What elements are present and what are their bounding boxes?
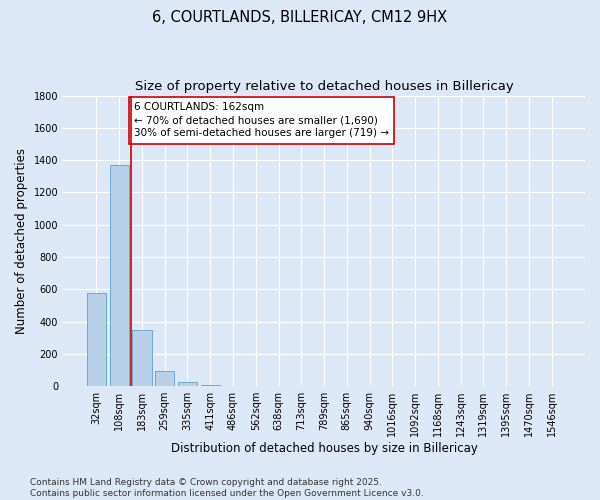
Bar: [110, 165, 129, 386]
Title: Size of property relative to detached houses in Billericay: Size of property relative to detached ho…: [134, 80, 514, 93]
Y-axis label: Number of detached properties: Number of detached properties: [15, 148, 28, 334]
Bar: [178, 382, 197, 386]
Bar: [87, 292, 106, 386]
Bar: [132, 330, 152, 386]
Text: Contains HM Land Registry data © Crown copyright and database right 2025.
Contai: Contains HM Land Registry data © Crown c…: [30, 478, 424, 498]
Text: 6, COURTLANDS, BILLERICAY, CM12 9HX: 6, COURTLANDS, BILLERICAY, CM12 9HX: [152, 10, 448, 25]
X-axis label: Distribution of detached houses by size in Billericay: Distribution of detached houses by size …: [170, 442, 478, 455]
Bar: [155, 371, 175, 386]
Text: 6 COURTLANDS: 162sqm
← 70% of detached houses are smaller (1,690)
30% of semi-de: 6 COURTLANDS: 162sqm ← 70% of detached h…: [134, 102, 389, 139]
Bar: [200, 384, 220, 386]
